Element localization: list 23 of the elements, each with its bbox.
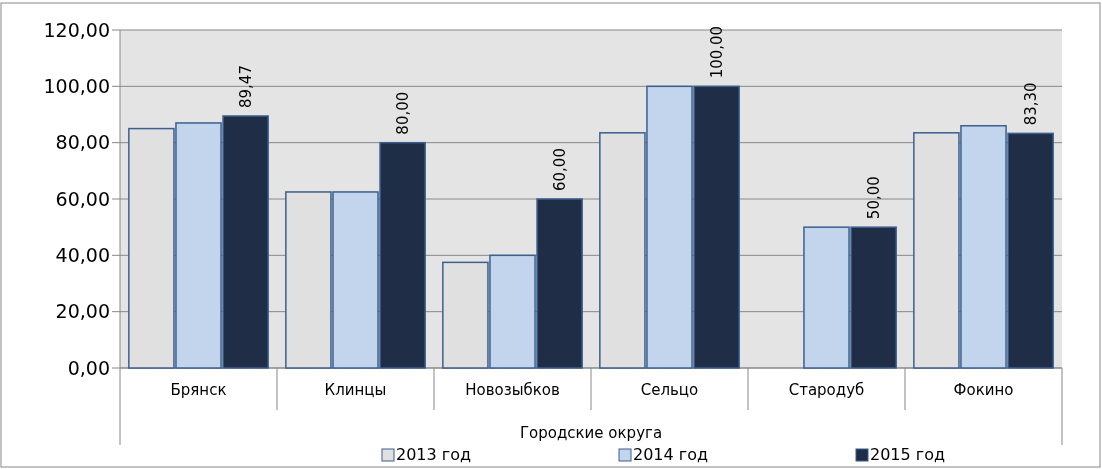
y-tick-label: 80,00 <box>55 131 110 154</box>
data-label: 89,47 <box>236 65 255 108</box>
y-tick-label: 20,00 <box>55 300 110 323</box>
x-tick-label: Брянск <box>170 381 227 399</box>
x-tick-label: Новозыбков <box>465 381 560 399</box>
y-tick-label: 120,00 <box>43 18 110 41</box>
data-label: 50,00 <box>864 176 883 220</box>
x-tick-label: Фокино <box>953 381 1014 399</box>
data-label: 80,00 <box>393 91 412 135</box>
y-tick-label: 100,00 <box>43 74 110 97</box>
data-label: 100,00 <box>707 25 726 79</box>
data-label: 60,00 <box>550 148 569 191</box>
y-tick-label: 0,00 <box>67 356 110 379</box>
legend-label: 2014 год <box>633 445 709 464</box>
legend-label: 2015 год <box>870 445 946 464</box>
x-axis-title: Городские округа <box>519 424 663 442</box>
y-tick-label: 40,00 <box>55 243 110 266</box>
data-label: 83,30 <box>1021 82 1040 126</box>
x-tick-label: Стародуб <box>788 381 865 399</box>
y-tick-label: 60,00 <box>55 187 110 210</box>
legend-label: 2013 год <box>396 445 472 464</box>
x-tick-label: Клинцы <box>324 381 387 399</box>
x-tick-label: Сельцо <box>640 381 699 399</box>
